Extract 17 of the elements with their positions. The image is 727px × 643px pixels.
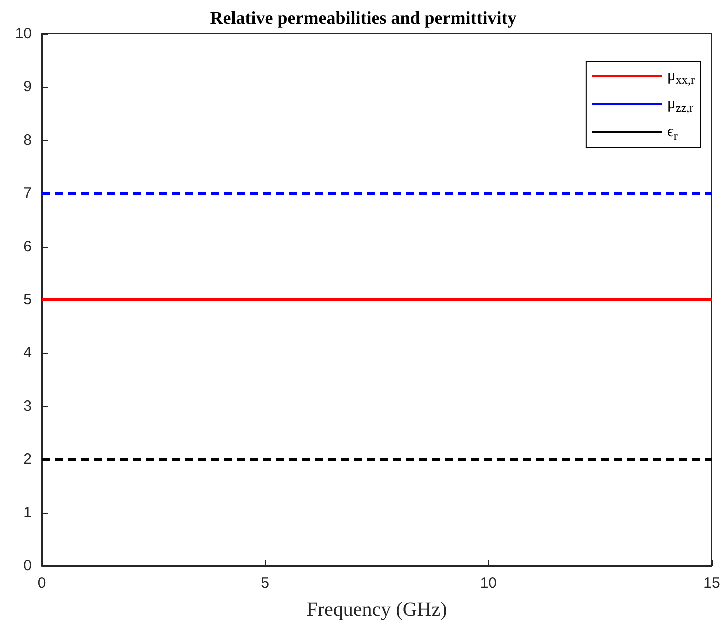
y-tick-label: 1 [24,504,32,522]
y-tick-label: 4 [24,344,32,362]
y-tick-label: 5 [24,292,32,308]
y-tick-label: 0 [24,558,32,574]
y-tick-label: 3 [24,398,32,415]
y-tick-label: 8 [24,132,32,149]
x-tick-label: 15 [704,575,720,592]
x-tick-label: 5 [261,575,270,592]
y-tick-label: 7 [24,185,32,202]
chart-title: Relative permeabilities and permittivity [210,8,517,28]
y-tick-label: 6 [24,238,32,256]
y-tick-label: 10 [15,26,32,42]
y-tick-label: 2 [24,451,32,468]
x-tick-label: 0 [38,575,46,592]
x-tick-label: 10 [480,575,498,592]
x-axis-title: Frequency (GHz) [306,599,448,621]
y-tick-label: 9 [24,78,32,96]
